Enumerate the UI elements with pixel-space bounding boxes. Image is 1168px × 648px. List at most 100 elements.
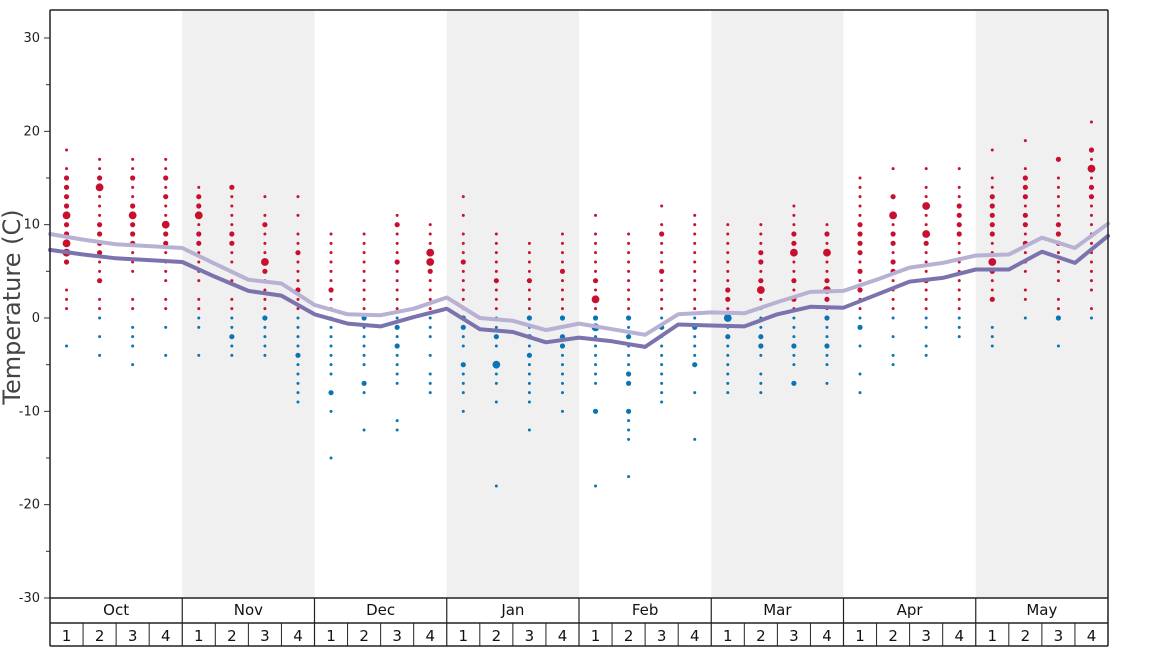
warm-dot	[924, 213, 928, 217]
warm-dot	[362, 251, 366, 255]
warm-dot	[261, 258, 269, 266]
week-label: 3	[1054, 627, 1064, 645]
cold-dot	[693, 344, 697, 348]
cold-dot	[560, 372, 564, 376]
cold-dot	[197, 316, 201, 320]
week-label: 4	[1087, 627, 1097, 645]
warm-dot	[527, 260, 531, 264]
warm-dot	[858, 176, 862, 180]
cold-dot	[990, 325, 994, 329]
warm-dot	[1023, 251, 1027, 255]
warm-dot	[461, 288, 465, 292]
cold-dot	[527, 391, 531, 395]
cold-dot	[362, 335, 366, 339]
warm-dot	[660, 288, 664, 292]
cold-dot	[759, 325, 763, 329]
cold-dot	[230, 353, 234, 357]
cold-dot	[395, 316, 399, 320]
warm-dot	[924, 195, 928, 199]
warm-dot	[957, 279, 961, 283]
warm-dot	[1089, 288, 1093, 292]
cold-dot	[527, 344, 531, 348]
cold-dot	[825, 381, 829, 385]
cold-dot	[262, 315, 268, 321]
warm-dot	[1023, 297, 1027, 301]
warm-dot	[726, 269, 730, 273]
warm-dot	[726, 251, 730, 255]
warm-dot	[1056, 176, 1060, 180]
cold-dot	[263, 325, 267, 329]
warm-dot	[924, 288, 928, 292]
warm-dot	[65, 148, 69, 152]
warm-dot	[164, 297, 168, 301]
warm-dot	[527, 297, 531, 301]
warm-dot	[296, 232, 300, 236]
warm-dot	[230, 251, 234, 255]
warm-dot	[989, 222, 995, 228]
week-label: 4	[293, 627, 303, 645]
week-label: 4	[822, 627, 832, 645]
warm-dot	[1022, 175, 1028, 181]
warm-dot	[956, 231, 962, 237]
warm-dot	[627, 288, 631, 292]
warm-dot	[163, 175, 169, 181]
warm-dot	[296, 241, 300, 245]
warm-dot	[890, 231, 896, 237]
week-label: 1	[988, 627, 998, 645]
cold-dot	[726, 372, 730, 376]
warm-dot	[428, 279, 432, 283]
warm-dot	[461, 241, 465, 245]
warm-dot	[560, 307, 564, 311]
warm-dot	[1056, 204, 1060, 208]
warm-dot	[1055, 156, 1062, 162]
cold-dot	[726, 391, 730, 395]
cold-dot	[494, 325, 498, 329]
warm-dot	[263, 307, 267, 311]
cold-dot	[230, 325, 234, 329]
warm-dot	[792, 288, 796, 292]
warm-dot	[130, 175, 136, 181]
warm-dot	[725, 296, 731, 302]
warm-dot	[923, 240, 929, 246]
cold-dot	[660, 391, 664, 395]
cold-dot	[329, 409, 333, 413]
cold-dot	[428, 353, 432, 357]
warm-dot	[63, 222, 70, 228]
warm-dot	[858, 213, 862, 217]
cold-dot	[461, 391, 465, 395]
cold-dot	[395, 419, 399, 423]
cold-dot	[891, 363, 895, 367]
warm-dot	[131, 167, 135, 171]
cold-dot	[792, 316, 796, 320]
cold-dot	[990, 344, 994, 348]
cold-dot	[527, 372, 531, 376]
cold-dot	[295, 352, 301, 358]
cold-dot	[891, 353, 895, 357]
cold-dot	[131, 335, 135, 339]
warm-dot	[560, 288, 564, 292]
cold-dot	[98, 316, 102, 320]
cold-dot	[858, 372, 862, 376]
cold-dot	[329, 325, 333, 329]
cold-dot	[725, 334, 731, 340]
cold-dot	[395, 335, 399, 339]
cold-dot	[990, 335, 994, 339]
warm-dot	[230, 223, 234, 227]
warm-dot	[428, 307, 432, 311]
warm-dot	[627, 269, 631, 273]
warm-dot	[957, 288, 961, 292]
cold-dot	[693, 391, 697, 395]
cold-dot	[594, 372, 598, 376]
warm-dot	[63, 184, 70, 190]
warm-dot	[791, 240, 797, 246]
warm-dot	[426, 258, 435, 266]
cold-dot	[526, 352, 533, 358]
warm-dot	[660, 241, 664, 245]
warm-dot	[693, 251, 697, 255]
warm-dot	[131, 297, 135, 301]
warm-dot	[924, 307, 928, 311]
warm-dot	[96, 231, 103, 237]
warm-dot	[594, 307, 598, 311]
cold-dot	[858, 316, 862, 320]
